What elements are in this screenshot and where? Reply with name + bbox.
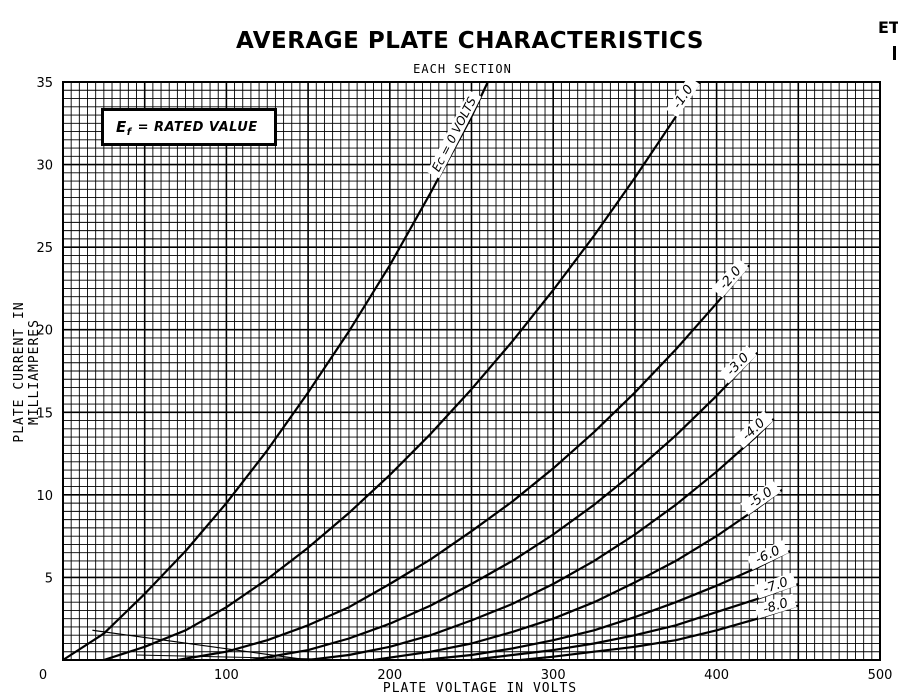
curve-label-bg [718,345,757,384]
load-lines [92,629,325,661]
curve-line [177,264,751,662]
load-line [92,629,309,661]
legend-symbol: E [116,118,127,136]
curve-label-group: -4.0 [734,410,773,449]
y-tick-label: 20 [36,324,53,339]
x-tick-label: 200 [377,668,402,683]
major-grid [62,81,881,661]
curve-label-group: -2.0 [711,258,749,298]
curve-line [471,582,799,662]
y-tick-label: 10 [36,489,53,504]
chart-title: AVERAGE PLATE CHARACTERISTICS [236,28,704,54]
y-axis-label: PLATE CURRENT IN MILLIAMPERES [12,301,42,443]
legend-text: = RATED VALUE [137,119,258,135]
chart-subtitle: EACH SECTION [413,62,512,76]
curve-label-bg [740,480,781,515]
legend-subscript: f [126,126,132,138]
curve-label-bg [746,540,789,570]
curve-line [103,81,702,662]
y-tick-label: 35 [36,76,53,91]
curve-label-bg [754,593,797,619]
y-tick-label: 30 [36,159,53,174]
corner-mark: ET [878,18,898,37]
curve-label: -8.0 [761,596,790,618]
curve-line [307,418,775,662]
curve-label-bg [754,572,797,599]
x-tick-labels: 0 100 200 300 400 500 [39,668,893,683]
x-axis-label: PLATE VOLTAGE IN VOLTS [382,681,578,696]
corner-mark-bar [893,46,896,60]
curve-line [62,81,489,661]
curve-label-bg [665,76,700,118]
x-tick-label: 500 [868,668,893,683]
curve-label-group: -5.0 [740,480,781,515]
curve-label-bg [734,410,773,449]
x-tick-label: 100 [214,668,239,683]
curve-line [250,352,759,662]
curve-line [422,550,791,662]
x-tick-label: 400 [704,668,729,683]
curve-label-bg [711,258,749,298]
y-tick-label: 25 [36,241,53,256]
y-tick-label: 15 [36,406,53,421]
x-tick-label: 0 [39,668,47,683]
x-tick-label: 300 [541,668,566,683]
curve-line [373,489,783,662]
y-tick-label: 5 [45,571,53,586]
curve-label-group: -8.0 [754,593,797,619]
curve-line [520,604,799,662]
curves [62,81,799,662]
curve-label-bg [426,90,482,179]
load-line [136,654,325,660]
y-tick-labels: 5 10 15 20 25 30 35 [36,76,53,586]
